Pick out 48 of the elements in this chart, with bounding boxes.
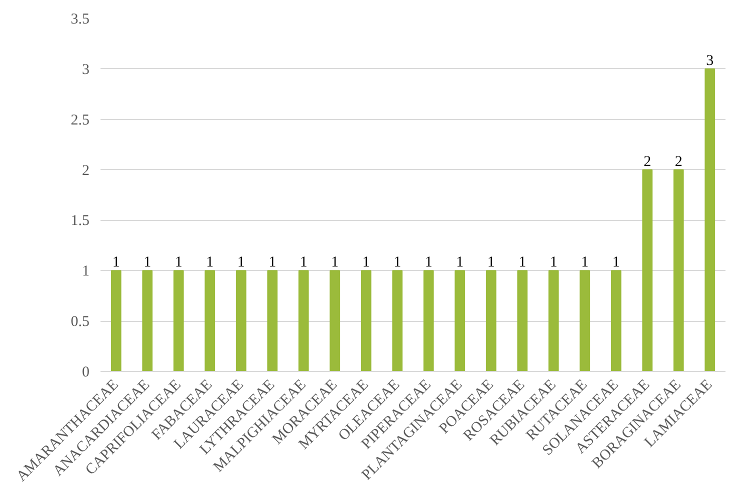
bar — [517, 270, 528, 372]
data-label: 1 — [394, 254, 402, 271]
y-tick-label: 0 — [82, 364, 90, 380]
bar — [673, 169, 684, 372]
bar — [142, 270, 153, 372]
bar — [173, 270, 184, 372]
data-label: 1 — [362, 254, 370, 271]
bar — [236, 270, 246, 372]
data-label: 1 — [550, 254, 558, 271]
data-label: 1 — [424, 254, 432, 271]
bar — [454, 270, 466, 372]
data-label: 1 — [268, 254, 276, 271]
data-label: 1 — [331, 254, 339, 271]
y-tick-label: 1.5 — [70, 213, 90, 230]
data-label: 1 — [237, 254, 245, 271]
data-label: 1 — [206, 254, 214, 271]
bar — [610, 270, 622, 372]
data-label: 1 — [300, 254, 308, 271]
bar — [110, 270, 122, 372]
bar — [704, 68, 716, 372]
data-label: 1 — [487, 254, 495, 271]
bar — [423, 270, 434, 372]
data-label: 1 — [581, 254, 589, 271]
y-tick-label: 2 — [82, 162, 90, 179]
data-label: 1 — [612, 254, 620, 271]
data-label: 3 — [706, 52, 714, 69]
bar — [486, 270, 496, 372]
bar — [204, 270, 216, 372]
bar — [330, 270, 340, 372]
bar — [298, 270, 309, 372]
bar — [580, 270, 590, 372]
data-label: 1 — [518, 254, 526, 271]
bar — [360, 270, 372, 372]
data-label: 1 — [174, 254, 182, 271]
data-label: 2 — [674, 154, 682, 170]
y-tick-label: 3.5 — [70, 12, 90, 28]
bar — [392, 270, 403, 372]
y-tick-label: 2.5 — [70, 112, 90, 128]
y-tick-label: 0.5 — [70, 314, 90, 330]
bar — [548, 270, 559, 372]
data-label: 1 — [144, 254, 152, 271]
data-label: 1 — [456, 254, 464, 271]
y-tick-label: 1 — [82, 264, 90, 280]
data-label: 2 — [644, 154, 652, 170]
bar — [267, 270, 278, 372]
data-label: 1 — [112, 254, 120, 271]
bar — [642, 169, 653, 372]
y-tick-label: 3 — [82, 62, 90, 78]
